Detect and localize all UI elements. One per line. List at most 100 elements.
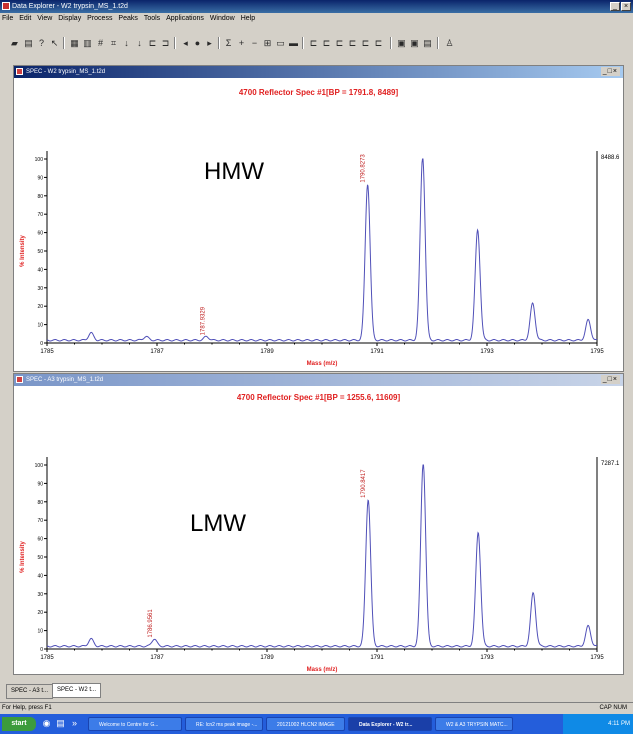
spectrum-title: 4700 Reflector Spec #1[BP = 1791.8, 8489… (238, 88, 399, 97)
status-text: For Help, press F1 (2, 705, 52, 711)
start-label: start (11, 720, 27, 727)
window-controls[interactable]: _□× (600, 67, 620, 76)
toolbar-separator (390, 37, 392, 49)
sum-icon[interactable]: Σ (225, 38, 232, 48)
taskbar-item[interactable]: Data Explorer - W2 tr... (348, 717, 432, 731)
document-icon (16, 68, 23, 75)
tab-spec-a3[interactable]: SPEC - A3 t... (6, 684, 54, 699)
peak-annotation: 1787.9329 (201, 306, 207, 335)
system-tray: 4:11 PM (563, 714, 633, 734)
mode-icon[interactable]: ⊏ (322, 38, 331, 48)
open-icon[interactable]: ▰ (11, 38, 18, 48)
nav-next-icon[interactable]: ▸ (207, 38, 212, 48)
range-icon[interactable]: ⊞ (263, 38, 272, 48)
spectrum-trace (46, 158, 598, 342)
trace-icon[interactable]: ⌗ (110, 38, 117, 48)
spectrum-window-title: SPEC - W2 trypsin_MS_1.t2d (26, 69, 106, 75)
y-tick-label: 30 (37, 592, 43, 598)
x-tick-label: 1795 (590, 655, 604, 661)
x-tick-label: 1789 (260, 655, 274, 661)
tab-label: SPEC - W2 t... (57, 687, 97, 693)
toolbar-separator (63, 37, 65, 49)
zoom-out-icon[interactable]: ⊐ (161, 38, 170, 48)
pointer-icon[interactable]: ↖ (50, 38, 59, 48)
mode-icon[interactable]: ⊏ (348, 38, 357, 48)
spectrum-window-a3: SPEC - A3 trypsin_MS_1.t2d _□× 4700 Refl… (13, 373, 624, 675)
y-tick-label: 70 (37, 518, 43, 524)
peak-annotation: 1790.8273 (361, 154, 367, 183)
minimize-button[interactable]: _ (610, 2, 620, 11)
menu-window[interactable]: Window (209, 15, 235, 22)
toolbar-separator (302, 37, 304, 49)
toolbar-separator (174, 37, 176, 49)
y-tick-label: 40 (37, 267, 43, 273)
plus-icon[interactable]: + (238, 38, 245, 48)
menu-process[interactable]: Process (87, 15, 113, 22)
menu-applications[interactable]: Applications (166, 15, 204, 22)
nav-first-icon[interactable]: ◂ (183, 38, 188, 48)
quicklaunch-icon[interactable]: ◉ (42, 718, 51, 728)
y-tick-label: 20 (37, 304, 43, 310)
menu-view[interactable]: View (37, 15, 53, 22)
mode-icon[interactable]: ⊏ (309, 38, 318, 48)
mode-icon[interactable]: ⊏ (374, 38, 383, 48)
spectrum-chart: 0 10 20 30 40 50 60 70 80 90 100 1785 1787 1789 1791 17… (20, 151, 620, 367)
taskbar-item[interactable]: W2 & A3 TRYPSIN MATC... (435, 717, 513, 731)
arrow-down-icon[interactable]: ↓ (137, 38, 142, 48)
mode-icon[interactable]: ⊏ (361, 38, 370, 48)
y-tick-label: 10 (37, 629, 43, 635)
menu-help[interactable]: Help (240, 15, 256, 22)
print-icon[interactable]: ▤ (24, 38, 33, 48)
y-tick-label: 100 (35, 463, 44, 469)
spectrum-chart: 0 10 20 30 40 50 60 70 80 90 100 1785 1787 1789 1791 17… (20, 457, 620, 673)
minus-icon[interactable]: − (251, 38, 258, 48)
x-tick-label: 1787 (150, 349, 164, 355)
toolbar: ▰ ▤ ? ↖ ▦ ▥ # ⌗ ↓ ↓ ⊏ ⊐ ◂ ● ▸ Σ + − ⊞ ▭ … (0, 26, 633, 60)
y-tick-label: 100 (35, 157, 44, 163)
peak-label-icon[interactable]: # (97, 38, 103, 48)
x-tick-label: 1785 (40, 349, 54, 355)
quicklaunch-icon[interactable]: ▤ (56, 718, 65, 728)
help-icon[interactable]: ? (38, 38, 44, 48)
window-arrange-icon[interactable]: ▤ (423, 38, 432, 48)
x-tick-label: 1795 (590, 349, 604, 355)
taskbar-item[interactable]: Welcome to Centre for G... (88, 717, 182, 731)
taskbar-item[interactable]: RE: lcn2 ms peak image -... (185, 717, 263, 731)
paste-icon[interactable]: ▥ (83, 38, 92, 48)
window-cascade-icon[interactable]: ▣ (410, 38, 419, 48)
menu-edit[interactable]: Edit (19, 15, 32, 22)
label-icon[interactable]: ▬ (289, 38, 298, 48)
window-controls[interactable]: _□× (600, 375, 620, 384)
clock[interactable]: 4:11 PM (608, 721, 630, 727)
arrow-down-icon[interactable]: ↓ (124, 38, 129, 48)
menu-file[interactable]: File (2, 15, 14, 22)
mode-icon[interactable]: ⊏ (335, 38, 344, 48)
y-tick-label: 0 (40, 341, 43, 347)
y-tick-label: 80 (37, 500, 43, 506)
scale-icon[interactable]: ▭ (276, 38, 285, 48)
taskbar-item[interactable]: 20121002 HLCN2 IMAGE (266, 717, 345, 731)
menu-tools[interactable]: Tools (143, 15, 161, 22)
x-axis-label: Mass (m/z) (307, 361, 338, 367)
tab-spec-w2[interactable]: SPEC - W2 t... (52, 683, 102, 698)
y-tick-label: 70 (37, 212, 43, 218)
x-tick-label: 1793 (480, 655, 494, 661)
menu-display[interactable]: Display (58, 15, 82, 22)
copy-icon[interactable]: ▦ (70, 38, 79, 48)
right-scale-label: 8488.6 (601, 155, 620, 161)
menu-peaks[interactable]: Peaks (118, 15, 138, 22)
x-tick-label: 1791 (370, 655, 384, 661)
spectrum-trace (46, 464, 598, 648)
y-tick-label: 40 (37, 573, 43, 579)
quicklaunch-icon[interactable]: » (71, 718, 77, 728)
x-tick-label: 1789 (260, 349, 274, 355)
document-tabs: SPEC - A3 t... SPEC - W2 t... (0, 680, 633, 702)
zoom-icon[interactable]: ⊏ (148, 38, 157, 48)
person-icon[interactable]: ♙ (445, 38, 454, 48)
right-scale-label: 7287.1 (601, 461, 620, 467)
start-button[interactable]: start (2, 717, 36, 731)
nav-prev-icon[interactable]: ● (194, 38, 201, 48)
y-tick-label: 10 (37, 323, 43, 329)
window-tile-icon[interactable]: ▣ (397, 38, 406, 48)
close-button[interactable]: × (621, 2, 631, 11)
